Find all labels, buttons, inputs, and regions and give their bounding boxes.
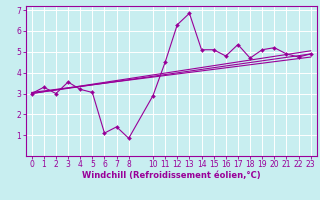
X-axis label: Windchill (Refroidissement éolien,°C): Windchill (Refroidissement éolien,°C) [82,171,260,180]
